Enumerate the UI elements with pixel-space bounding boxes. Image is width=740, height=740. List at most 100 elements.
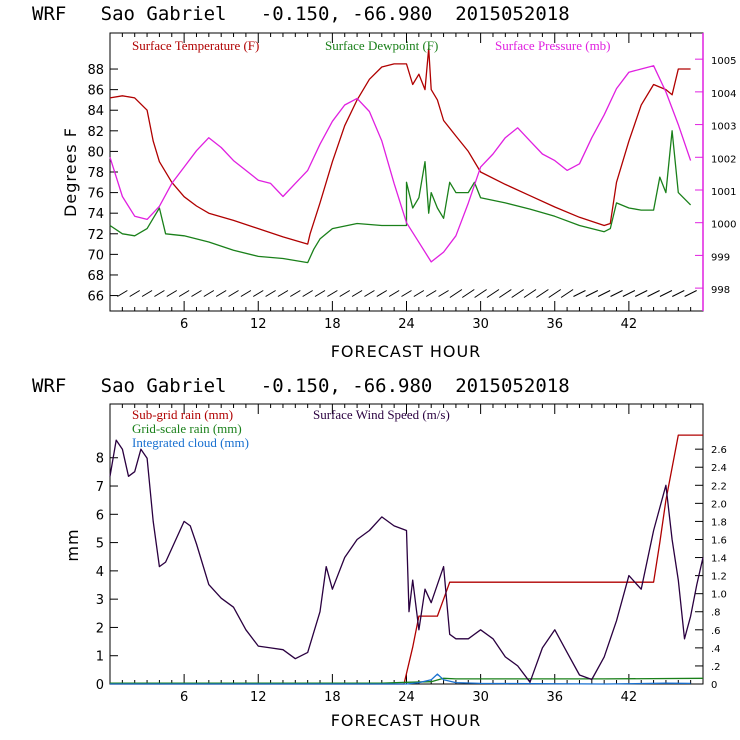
legend-grid-scale-rain: Grid-scale rain (mm) [132,421,242,436]
wind-barbs [117,289,697,298]
y2-tick-label: 1002 [711,154,736,165]
y-tick-label: 68 [87,269,104,284]
y2-tick-label: 1000 [711,220,736,231]
wind-barb [141,290,153,297]
legend-surface-dewpoint: Surface Dewpoint (F) [325,38,438,53]
wind-barb [635,290,648,297]
wind-barb [154,290,165,297]
y2-tick-label: 2.2 [711,481,727,492]
y-tick-label: 6 [96,508,104,523]
x-tick-label: 42 [621,317,638,332]
wind-barb [178,290,190,297]
wind-barb [351,290,363,297]
y2-tick-label: 998 [711,285,730,296]
legend-integrated-cloud: Integrated cloud (mm) [132,435,249,450]
y-tick-label: 1 [96,650,104,665]
top-y-axis-title: Degrees F [61,127,80,217]
wind-barb [191,290,202,297]
y-tick-label: 0 [96,678,104,693]
wind-barb [684,290,697,297]
wind-barb [511,289,524,298]
bottom-x-axis-title: FORECAST HOUR [331,711,482,730]
y2-tick-label: .8 [711,608,721,619]
wind-barb [499,289,512,298]
y-tick-label: 7 [96,480,104,495]
wind-barb [523,289,537,298]
wind-barb [486,289,500,298]
wind-barb [364,290,375,297]
x-tick-label: 30 [472,690,489,705]
y-tick-label: 72 [87,228,104,243]
temperature-panel: WRF Sao Gabriel -0.150, -66.980 20150520… [32,3,736,361]
y-tick-label: 2 [96,621,104,636]
bottom-y-ticks: 0 1 2 3 4 5 6 7 8 [96,452,118,693]
y-tick-label: 74 [87,207,104,222]
y2-tick-label: 1003 [711,122,736,133]
y2-tick-label: 2.0 [711,499,727,510]
wind-barb [438,290,449,297]
wind-barb [339,290,350,297]
top-y-ticks: 66 68 70 72 74 76 78 80 82 84 86 88 [87,63,118,305]
wind-barb [314,290,326,297]
legend-surface-wind-speed: Surface Wind Speed (m/s) [313,407,450,422]
x-tick-label: 18 [324,690,341,705]
wind-barb [449,289,463,298]
series-line-sub-grid-rain [110,434,703,685]
y-tick-label: 70 [87,248,104,263]
y-tick-label: 76 [87,187,104,202]
top-plot-frame [109,32,704,312]
wind-barb [622,290,636,297]
top-chart-title: WRF Sao Gabriel -0.150, -66.980 20150520… [32,3,570,25]
y2-tick-label: 0 [711,680,717,691]
series-line-surface-pressure [109,65,692,263]
wind-barb [277,290,289,297]
y-tick-label: 4 [96,565,104,580]
wind-barb [573,290,586,297]
wind-barb [290,290,301,297]
y2-tick-label: 1.8 [711,517,727,528]
wind-barb [401,290,412,297]
wind-barb [228,290,239,297]
y2-tick-label: 2.6 [711,445,727,456]
y2-tick-label: 1.0 [711,590,727,601]
y-tick-label: 66 [87,290,104,305]
wind-barb [117,290,128,297]
series-line-surface-dewpoint [109,130,692,264]
y2-tick-label: .4 [711,644,721,655]
series-line-surface-temperature [109,47,691,245]
legend-surface-temperature: Surface Temperature (F) [132,38,259,53]
x-tick-label: 30 [472,317,489,332]
x-tick-label: 12 [250,317,267,332]
top-y2-ticks: 998 999 1000 1001 1002 1003 1004 1005 [695,56,736,296]
wind-barb [659,290,673,297]
wind-barb [610,290,623,297]
y-tick-label: 5 [96,537,104,552]
y-tick-label: 88 [87,63,104,78]
y-tick-label: 8 [96,452,104,467]
series-line-surface-wind-speed [109,439,704,683]
y2-tick-label: 1005 [711,56,736,67]
wind-barb [327,290,338,297]
bottom-series-lines [109,434,704,685]
y-tick-label: 86 [87,84,104,99]
series-line-integrated-cloud [110,673,691,685]
wind-barb [203,290,215,297]
wind-barb [474,289,487,298]
wind-barb [129,290,140,297]
bottom-chart-title: WRF Sao Gabriel -0.150, -66.980 20150520… [32,375,570,397]
x-tick-label: 36 [546,690,563,705]
wind-barb [597,290,611,297]
wind-barb [425,290,437,297]
series-line-grid-scale-rain [110,677,704,684]
x-tick-label: 6 [180,690,188,705]
y2-tick-label: .6 [711,626,721,637]
wind-barb [585,290,599,297]
wind-barb [302,290,313,297]
bottom-x-ticks: 6 12 18 24 30 36 42 [121,404,692,705]
legend-sub-grid-rain: Sub-grid rain (mm) [132,407,233,422]
y2-tick-label: 1001 [711,187,736,198]
y-tick-label: 84 [87,104,104,119]
x-tick-label: 6 [180,317,188,332]
x-tick-label: 24 [398,317,415,332]
